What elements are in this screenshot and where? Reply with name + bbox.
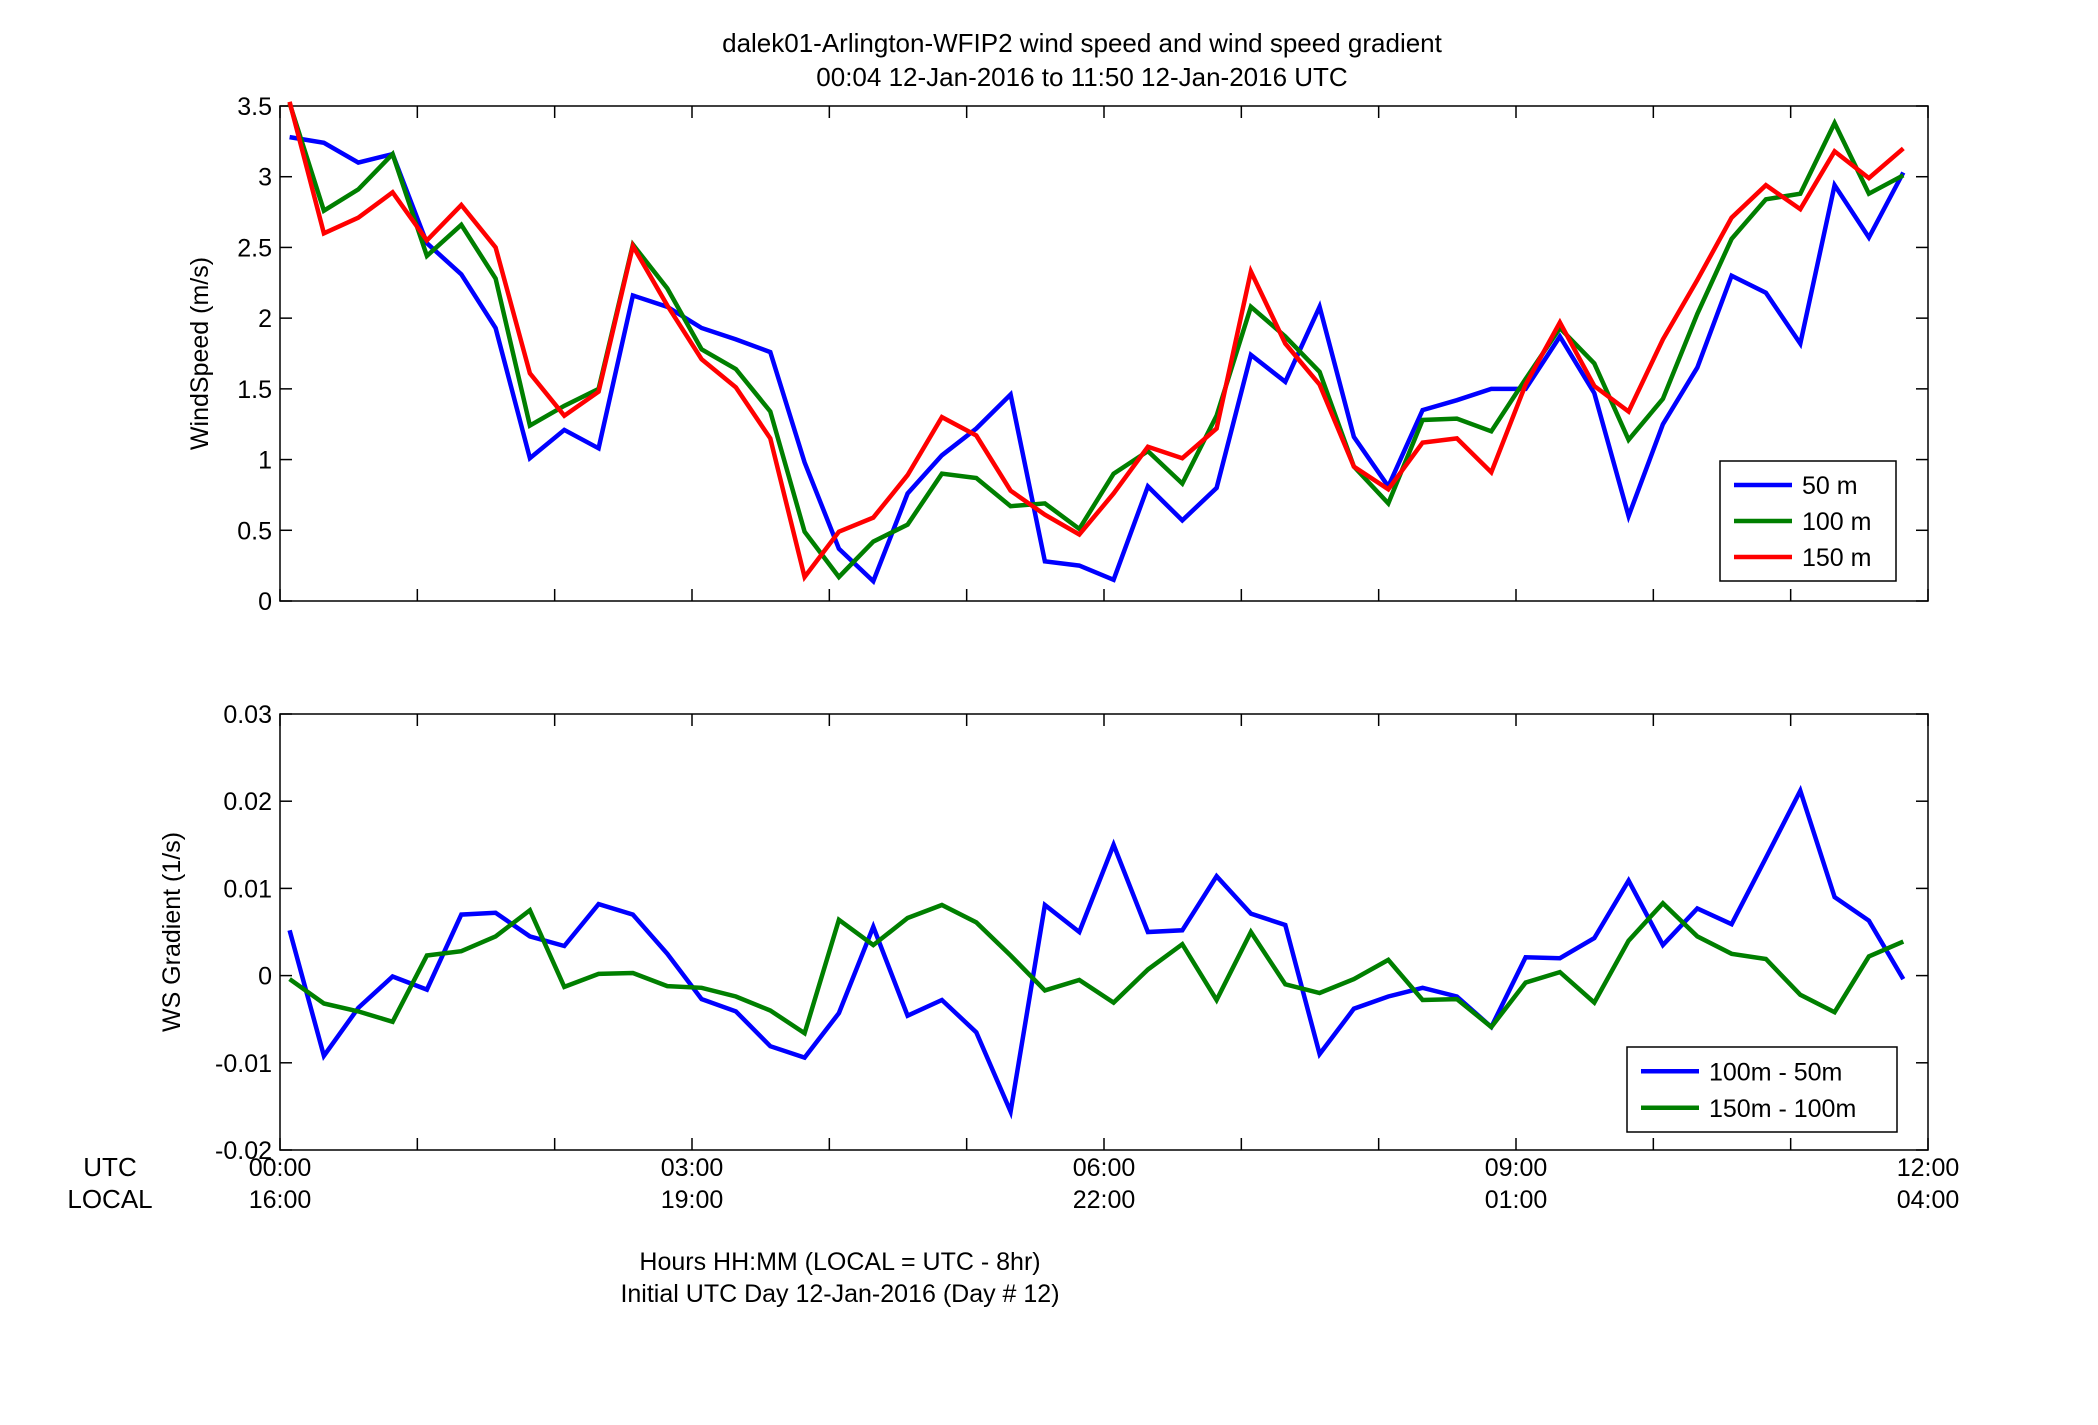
series-line-50m xyxy=(289,134,1906,586)
y-axis-label: WS Gradient (1/s) xyxy=(158,832,186,1032)
x-tick-label-utc: 12:00 xyxy=(1897,1154,1960,1182)
gradient-plot: -0.02 -0.01 0 0.01 0.02 0.03 00:00 03:00 06:00 09… xyxy=(158,701,1959,1182)
legend-label: 50 m xyxy=(1802,472,1858,500)
y-axis-label: WindSpeed (m/s) xyxy=(186,257,214,450)
y-tick-label: 2.5 xyxy=(237,234,272,262)
y-tick-label: -0.02 xyxy=(215,1137,272,1165)
legend-box xyxy=(1626,1046,1898,1133)
y-tick-label: 2 xyxy=(258,305,272,333)
y-tick-label: 3.5 xyxy=(237,93,272,121)
x-tick-label-utc: 03:00 xyxy=(661,1154,724,1182)
x-tick-label-local: 01:00 xyxy=(1485,1186,1548,1214)
y-tick-label: -0.01 xyxy=(215,1050,272,1078)
y-tick-label: 0.03 xyxy=(223,701,272,729)
windspeed-plot: 0 0.5 1 1.5 2 2.5 3 3.5 WindSpeed (m/s) 50 m 100 m… xyxy=(186,93,1929,616)
x-tick-label-utc: 09:00 xyxy=(1485,1154,1548,1182)
y-tick-label: 1 xyxy=(258,447,272,475)
x-axis-label-line2: Initial UTC Day 12-Jan-2016 (Day # 12) xyxy=(620,1280,1059,1308)
y-tick-label: 0 xyxy=(258,963,272,991)
y-tick-label: 3 xyxy=(258,164,272,192)
chart-title-line1: dalek01-Arlington-WFIP2 wind speed and w… xyxy=(722,28,1443,58)
x-tick-label-local: 04:00 xyxy=(1897,1186,1960,1214)
legend: 50 m 100 m 150 m xyxy=(1719,460,1897,582)
legend: 100m - 50m 150m - 100m xyxy=(1626,1046,1898,1133)
y-tick-label: 1.5 xyxy=(237,376,272,404)
utc-row-label: UTC xyxy=(83,1152,136,1182)
axes-box xyxy=(279,105,1929,602)
y-tick-label: 0 xyxy=(258,588,272,616)
series-line-150m xyxy=(287,101,1905,583)
x-tick-label-local: 22:00 xyxy=(1073,1186,1136,1214)
x-tick-label-local: 19:00 xyxy=(661,1186,724,1214)
x-tick-label-utc: 06:00 xyxy=(1073,1154,1136,1182)
series-line-150m-100m xyxy=(288,899,1905,1037)
y-tick-label: 0.02 xyxy=(223,788,272,816)
chart-title-line2: 00:04 12-Jan-2016 to 11:50 12-Jan-2016 U… xyxy=(816,62,1347,92)
legend-label: 150m - 100m xyxy=(1709,1095,1856,1123)
x-tick-label-local: 16:00 xyxy=(249,1186,312,1214)
series-line-100m-50m xyxy=(287,784,1906,1120)
x-axis-label-line1: Hours HH:MM (LOCAL = UTC - 8hr) xyxy=(639,1248,1040,1276)
legend-label: 100 m xyxy=(1802,508,1871,536)
local-time-ticks: 16:00 19:00 22:00 01:00 04:00 xyxy=(249,1186,1960,1214)
legend-label: 150 m xyxy=(1802,544,1871,572)
legend-label: 100m - 50m xyxy=(1709,1058,1842,1086)
x-tick-label-utc: 00:00 xyxy=(249,1154,312,1182)
y-tick-label: 0.5 xyxy=(237,517,272,545)
y-tick-label: 0.01 xyxy=(223,875,272,903)
local-row-label: LOCAL xyxy=(67,1184,152,1214)
